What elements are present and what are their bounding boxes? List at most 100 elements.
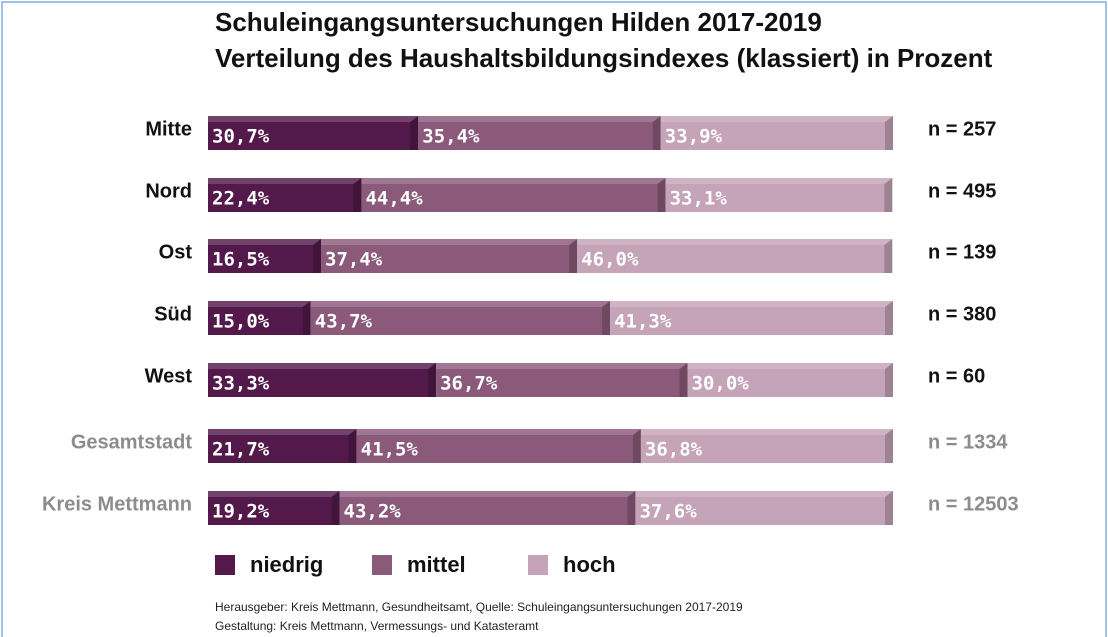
bar-bevel bbox=[361, 178, 666, 184]
n-label: n = 12503 bbox=[928, 493, 1019, 515]
category-label: Ost bbox=[159, 241, 193, 263]
bar-bevel bbox=[569, 239, 578, 273]
value-label: 35,4% bbox=[422, 126, 480, 148]
category-label: Kreis Mettmann bbox=[42, 493, 192, 515]
bar-segment bbox=[361, 178, 666, 212]
value-label: 33,3% bbox=[212, 373, 270, 395]
bar-bevel bbox=[410, 116, 419, 150]
bar-segment bbox=[436, 363, 688, 397]
bar-bevel bbox=[348, 429, 357, 463]
bar-segment bbox=[610, 301, 893, 335]
bar-bevel bbox=[302, 301, 311, 335]
n-label: n = 257 bbox=[928, 118, 996, 140]
n-label: n = 1334 bbox=[928, 431, 1008, 453]
bar-bevel bbox=[660, 116, 893, 122]
legend-label: niedrig bbox=[250, 552, 323, 577]
category-label: West bbox=[145, 365, 193, 387]
value-label: 30,7% bbox=[212, 126, 270, 148]
value-label: 30,0% bbox=[692, 373, 750, 395]
value-label: 43,7% bbox=[315, 311, 373, 333]
bar-bevel bbox=[208, 178, 362, 184]
bar-segment bbox=[687, 363, 893, 397]
bar-bevel bbox=[313, 239, 322, 273]
bar-segment bbox=[577, 239, 893, 273]
bar-bevel bbox=[679, 363, 688, 397]
value-label: 22,4% bbox=[212, 188, 270, 210]
bar-segment bbox=[418, 116, 661, 150]
bar-segment bbox=[640, 429, 893, 463]
value-label: 33,1% bbox=[670, 188, 728, 210]
legend-label: mittel bbox=[407, 552, 466, 577]
bar-bevel bbox=[208, 491, 340, 497]
legend-swatch bbox=[528, 555, 548, 575]
bar-segment bbox=[208, 116, 419, 150]
value-label: 21,7% bbox=[212, 439, 270, 461]
value-label: 44,4% bbox=[365, 188, 423, 210]
value-label: 16,5% bbox=[212, 249, 270, 271]
bar-bevel bbox=[208, 363, 437, 369]
bar-bevel bbox=[356, 429, 641, 435]
bar-bevel bbox=[602, 301, 611, 335]
bar-bevel bbox=[310, 301, 611, 307]
n-label: n = 380 bbox=[928, 303, 996, 325]
bar-segment bbox=[321, 239, 578, 273]
bar-bevel bbox=[665, 178, 893, 184]
bar-segment bbox=[356, 429, 641, 463]
bar-segment bbox=[208, 429, 357, 463]
category-label: Nord bbox=[145, 180, 192, 202]
bar-bevel bbox=[884, 178, 893, 212]
bar-segment bbox=[310, 301, 611, 335]
bar-bevel bbox=[657, 178, 666, 212]
bar-bevel bbox=[208, 116, 419, 122]
category-label: Süd bbox=[154, 303, 192, 325]
bar-bevel bbox=[627, 491, 636, 525]
bar-bevel bbox=[885, 491, 893, 525]
value-label: 36,7% bbox=[440, 373, 498, 395]
bar-bevel bbox=[208, 301, 311, 307]
bar-bevel bbox=[885, 363, 893, 397]
bar-bevel bbox=[418, 116, 661, 122]
bar-segment bbox=[665, 178, 893, 212]
value-label: 36,8% bbox=[645, 439, 703, 461]
bar-segment bbox=[208, 178, 362, 212]
value-label: 41,5% bbox=[361, 439, 419, 461]
bar-segment bbox=[208, 491, 340, 525]
bar-segment bbox=[339, 491, 636, 525]
bar-bevel bbox=[652, 116, 661, 150]
value-label: 37,6% bbox=[639, 501, 697, 523]
bar-segment bbox=[635, 491, 893, 525]
bar-bevel bbox=[208, 239, 322, 245]
bar-segment bbox=[660, 116, 893, 150]
bar-bevel bbox=[885, 429, 893, 463]
chart-subtitle: Verteilung des Haushaltsbildungsindexes … bbox=[215, 43, 993, 73]
bar-bevel bbox=[687, 363, 893, 369]
n-label: n = 60 bbox=[928, 365, 985, 387]
value-label: 41,3% bbox=[614, 311, 672, 333]
bar-bevel bbox=[321, 239, 578, 245]
category-label: Mitte bbox=[145, 118, 192, 140]
value-label: 46,0% bbox=[581, 249, 639, 271]
source: Gestaltung: Kreis Mettmann, Vermessungs-… bbox=[215, 619, 539, 633]
n-label: n = 139 bbox=[928, 241, 996, 263]
bar-bevel bbox=[885, 301, 893, 335]
bar-bevel bbox=[884, 239, 893, 273]
bar-segment bbox=[208, 363, 437, 397]
bar-bevel bbox=[339, 491, 636, 497]
bar-bevel bbox=[577, 239, 893, 245]
chart-title: Schuleingangsuntersuchungen Hilden 2017-… bbox=[215, 7, 822, 37]
legend-swatch bbox=[215, 555, 235, 575]
bar-bevel bbox=[610, 301, 893, 307]
source: Herausgeber: Kreis Mettmann, Gesundheits… bbox=[215, 600, 743, 614]
bar-segment bbox=[208, 301, 311, 335]
value-label: 37,4% bbox=[325, 249, 383, 271]
n-label: n = 495 bbox=[928, 180, 996, 202]
legend-swatch bbox=[372, 555, 392, 575]
bar-bevel bbox=[885, 116, 893, 150]
value-label: 15,0% bbox=[212, 311, 270, 333]
value-label: 43,2% bbox=[344, 501, 402, 523]
value-label: 33,9% bbox=[665, 126, 723, 148]
bar-bevel bbox=[635, 491, 893, 497]
bar-bevel bbox=[331, 491, 340, 525]
bar-bevel bbox=[208, 429, 357, 435]
